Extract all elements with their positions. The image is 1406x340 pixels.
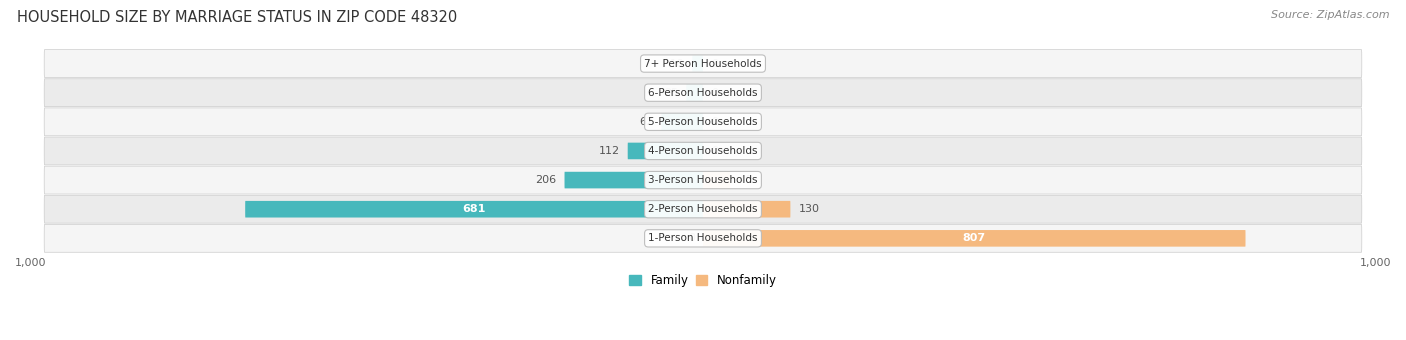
FancyBboxPatch shape [565,172,703,188]
FancyBboxPatch shape [703,201,790,218]
Text: 40: 40 [738,175,752,185]
FancyBboxPatch shape [692,55,703,72]
Text: 2-Person Households: 2-Person Households [648,204,758,214]
Text: 7+ Person Households: 7+ Person Households [644,58,762,69]
FancyBboxPatch shape [627,143,703,159]
Text: 0: 0 [688,233,695,243]
Text: 5-Person Households: 5-Person Households [648,117,758,127]
FancyBboxPatch shape [661,114,703,130]
FancyBboxPatch shape [44,108,1362,136]
FancyBboxPatch shape [44,224,1362,252]
Text: 0: 0 [711,117,718,127]
FancyBboxPatch shape [44,166,1362,194]
Legend: Family, Nonfamily: Family, Nonfamily [624,269,782,292]
Text: 130: 130 [799,204,820,214]
Text: 206: 206 [536,175,557,185]
Text: 681: 681 [463,204,486,214]
FancyBboxPatch shape [44,137,1362,165]
Text: 112: 112 [599,146,620,156]
FancyBboxPatch shape [44,79,1362,107]
FancyBboxPatch shape [703,172,730,188]
FancyBboxPatch shape [686,84,703,101]
FancyBboxPatch shape [44,195,1362,223]
Text: 25: 25 [664,88,678,98]
Text: 1-Person Households: 1-Person Households [648,233,758,243]
Text: 3-Person Households: 3-Person Households [648,175,758,185]
Text: 807: 807 [963,233,986,243]
Text: 4-Person Households: 4-Person Households [648,146,758,156]
Text: Source: ZipAtlas.com: Source: ZipAtlas.com [1271,10,1389,20]
Text: 0: 0 [711,88,718,98]
Text: 0: 0 [711,146,718,156]
FancyBboxPatch shape [703,230,1246,246]
Text: 6-Person Households: 6-Person Households [648,88,758,98]
Text: 62: 62 [640,117,654,127]
FancyBboxPatch shape [245,201,703,218]
FancyBboxPatch shape [44,50,1362,78]
Text: HOUSEHOLD SIZE BY MARRIAGE STATUS IN ZIP CODE 48320: HOUSEHOLD SIZE BY MARRIAGE STATUS IN ZIP… [17,10,457,25]
Text: 16: 16 [671,58,685,69]
Text: 0: 0 [711,58,718,69]
